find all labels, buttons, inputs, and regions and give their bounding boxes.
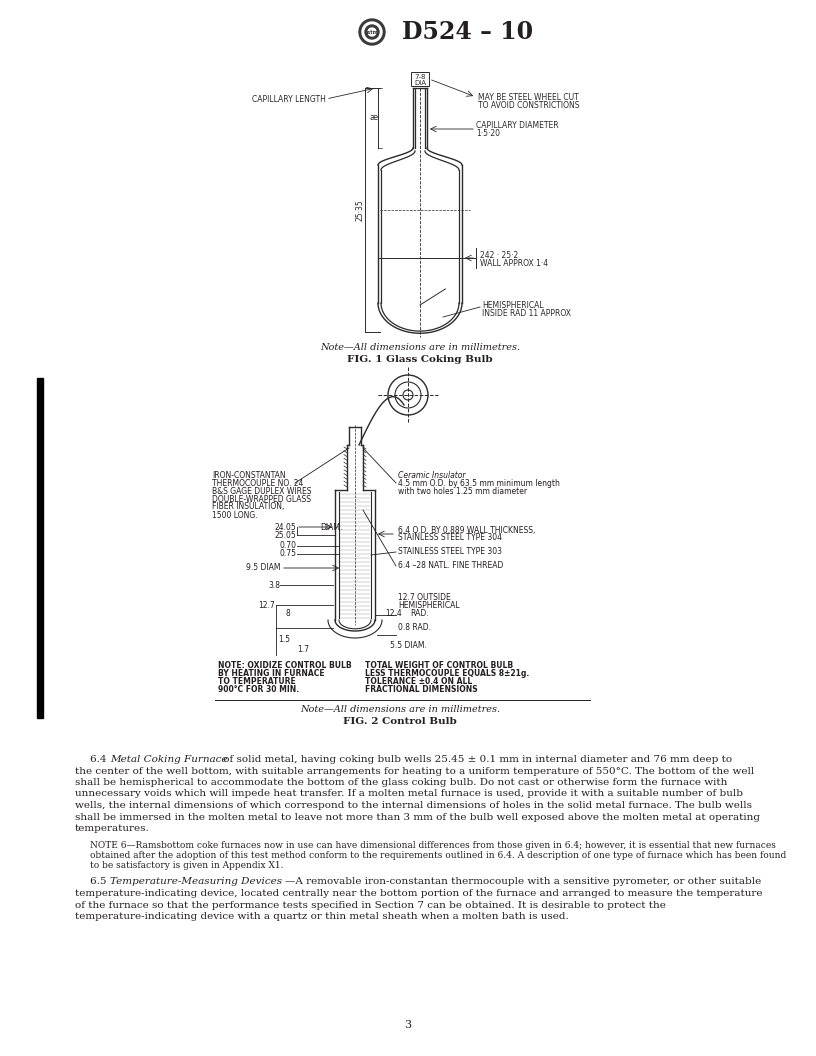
Text: astm: astm [365,30,379,35]
Text: 3.8: 3.8 [268,581,280,589]
Text: NOTE: OXIDIZE CONTROL BULB: NOTE: OXIDIZE CONTROL BULB [218,660,352,670]
Text: 7-8: 7-8 [415,74,426,80]
Text: 4.5 mm O.D. by 63.5 mm minimum length: 4.5 mm O.D. by 63.5 mm minimum length [398,478,560,488]
Text: FIG. 1 Glass Coking Bulb: FIG. 1 Glass Coking Bulb [347,356,493,364]
Text: 1.5: 1.5 [278,636,290,644]
Text: Ceramic Insulator: Ceramic Insulator [398,471,465,479]
Text: æ: æ [370,113,378,122]
Text: 8: 8 [286,608,290,618]
Text: STAINLESS STEEL TYPE 303: STAINLESS STEEL TYPE 303 [398,547,502,557]
Text: 9.5 DIAM: 9.5 DIAM [246,564,281,572]
Text: 24.05: 24.05 [274,523,296,531]
Text: 3: 3 [405,1020,411,1030]
Text: 242 · 25·2: 242 · 25·2 [480,250,518,260]
Text: to be satisfactory is given in Appendix X1.: to be satisfactory is given in Appendix … [90,862,283,870]
Text: temperatures.: temperatures. [75,824,150,833]
Text: STAINLESS STEEL TYPE 304: STAINLESS STEEL TYPE 304 [398,533,502,543]
Text: B&S GAGE DUPLEX WIRES: B&S GAGE DUPLEX WIRES [212,487,312,495]
Text: temperature-indicating device, located centrally near the bottom portion of the : temperature-indicating device, located c… [75,889,762,898]
Text: FIBER INSULATION,: FIBER INSULATION, [212,503,284,511]
Text: 12.7 OUTSIDE: 12.7 OUTSIDE [398,593,450,603]
Ellipse shape [362,22,382,42]
Text: BY HEATING IN FURNACE: BY HEATING IN FURNACE [218,668,325,678]
Text: CAPILLARY LENGTH: CAPILLARY LENGTH [252,94,326,103]
Text: temperature-indicating device with a quartz or thin metal sheath when a molten b: temperature-indicating device with a qua… [75,912,569,921]
Bar [411,72,429,86]
Text: 6.4: 6.4 [90,755,109,763]
Text: RAD.: RAD. [410,609,428,619]
Text: DIAM.: DIAM. [320,523,343,531]
Text: 6.4 O.D. BY 0.889 WALL THICKNESS,: 6.4 O.D. BY 0.889 WALL THICKNESS, [398,526,535,534]
Text: TO AVOID CONSTRICTIONS: TO AVOID CONSTRICTIONS [478,100,579,110]
Text: INSIDE RAD 11 APPROX: INSIDE RAD 11 APPROX [482,308,571,318]
Text: FIG. 2 Control Bulb: FIG. 2 Control Bulb [343,717,457,727]
Text: MAY BE STEEL WHEEL CUT: MAY BE STEEL WHEEL CUT [478,93,579,101]
Text: 0.75: 0.75 [279,549,296,559]
Text: TOTAL WEIGHT OF CONTROL BULB: TOTAL WEIGHT OF CONTROL BULB [365,660,513,670]
Text: of the furnace so that the performance tests specified in Section 7 can be obtai: of the furnace so that the performance t… [75,901,666,909]
Text: HEMISPHERICAL: HEMISPHERICAL [398,602,459,610]
Text: 12.7: 12.7 [258,601,275,609]
Text: WALL APPROX 1·4: WALL APPROX 1·4 [480,259,548,267]
Text: wells, the internal dimensions of which correspond to the internal dimensions of: wells, the internal dimensions of which … [75,802,752,810]
Ellipse shape [365,25,379,39]
Text: 25.05: 25.05 [274,530,296,540]
Text: DOUBLE-WRAPPED GLASS: DOUBLE-WRAPPED GLASS [212,494,311,504]
Ellipse shape [368,29,376,36]
Text: —A removable iron-constantan thermocouple with a sensitive pyrometer, or other s: —A removable iron-constantan thermocoupl… [285,878,761,886]
Text: 0.70: 0.70 [279,542,296,550]
Text: 1500 LONG.: 1500 LONG. [212,510,258,520]
Bar [37,378,43,718]
Text: of solid metal, having coking bulb wells 25.45 ± 0.1 mm in internal diameter and: of solid metal, having coking bulb wells… [220,755,732,763]
Text: TOLERANCE ±0.4 ON ALL: TOLERANCE ±0.4 ON ALL [365,677,472,685]
Text: unnecessary voids which will impede heat transfer. If a molten metal furnace is : unnecessary voids which will impede heat… [75,790,743,798]
Text: 5.5 DIAM.: 5.5 DIAM. [390,641,427,649]
Text: TO TEMPERATURE: TO TEMPERATURE [218,677,295,685]
Text: shall be immersed in the molten metal to leave not more than 3 mm of the bulb we: shall be immersed in the molten metal to… [75,812,760,822]
Text: the center of the well bottom, with suitable arrangements for heating to a unifo: the center of the well bottom, with suit… [75,767,754,775]
Text: HEMISPHERICAL: HEMISPHERICAL [482,301,543,309]
Text: 900°C FOR 30 MIN.: 900°C FOR 30 MIN. [218,684,299,694]
Text: obtained after the adoption of this test method conform to the requirements outl: obtained after the adoption of this test… [90,851,787,861]
Text: NOTE 6—Ramsbottom coke furnaces now in use can have dimensional differences from: NOTE 6—Ramsbottom coke furnaces now in u… [90,842,776,850]
Text: Note—All dimensions are in millimetres.: Note—All dimensions are in millimetres. [320,343,520,353]
Text: DIA: DIA [414,80,426,86]
Text: 6.4 –28 NATL. FINE THREAD: 6.4 –28 NATL. FINE THREAD [398,562,503,570]
Text: Temperature-Measuring Devices: Temperature-Measuring Devices [110,878,282,886]
Text: 6.5: 6.5 [90,878,109,886]
Text: shall be hemispherical to accommodate the bottom of the glass coking bulb. Do no: shall be hemispherical to accommodate th… [75,778,727,787]
Text: FRACTIONAL DIMENSIONS: FRACTIONAL DIMENSIONS [365,684,477,694]
Text: Metal Coking Furnace: Metal Coking Furnace [110,755,228,763]
Ellipse shape [359,19,385,45]
Text: with two holes 1.25 mm diameter: with two holes 1.25 mm diameter [398,487,527,495]
Text: CAPILLARY DIAMETER: CAPILLARY DIAMETER [476,120,559,130]
Text: Note—All dimensions are in millimetres.: Note—All dimensions are in millimetres. [300,705,500,715]
Text: 1·5·20: 1·5·20 [476,129,500,137]
Text: 1.7: 1.7 [297,645,309,655]
Text: 0.8 RAD.: 0.8 RAD. [398,623,431,633]
Text: 12.4: 12.4 [385,609,401,619]
Text: LESS THERMOCOUPLE EQUALS 8±21g.: LESS THERMOCOUPLE EQUALS 8±21g. [365,668,530,678]
Text: THERMOCOUPLE NO. 24: THERMOCOUPLE NO. 24 [212,478,304,488]
Text: 25·35: 25·35 [356,200,365,221]
Text: D524 – 10: D524 – 10 [402,20,533,44]
Text: IRON-CONSTANTAN: IRON-CONSTANTAN [212,471,286,479]
